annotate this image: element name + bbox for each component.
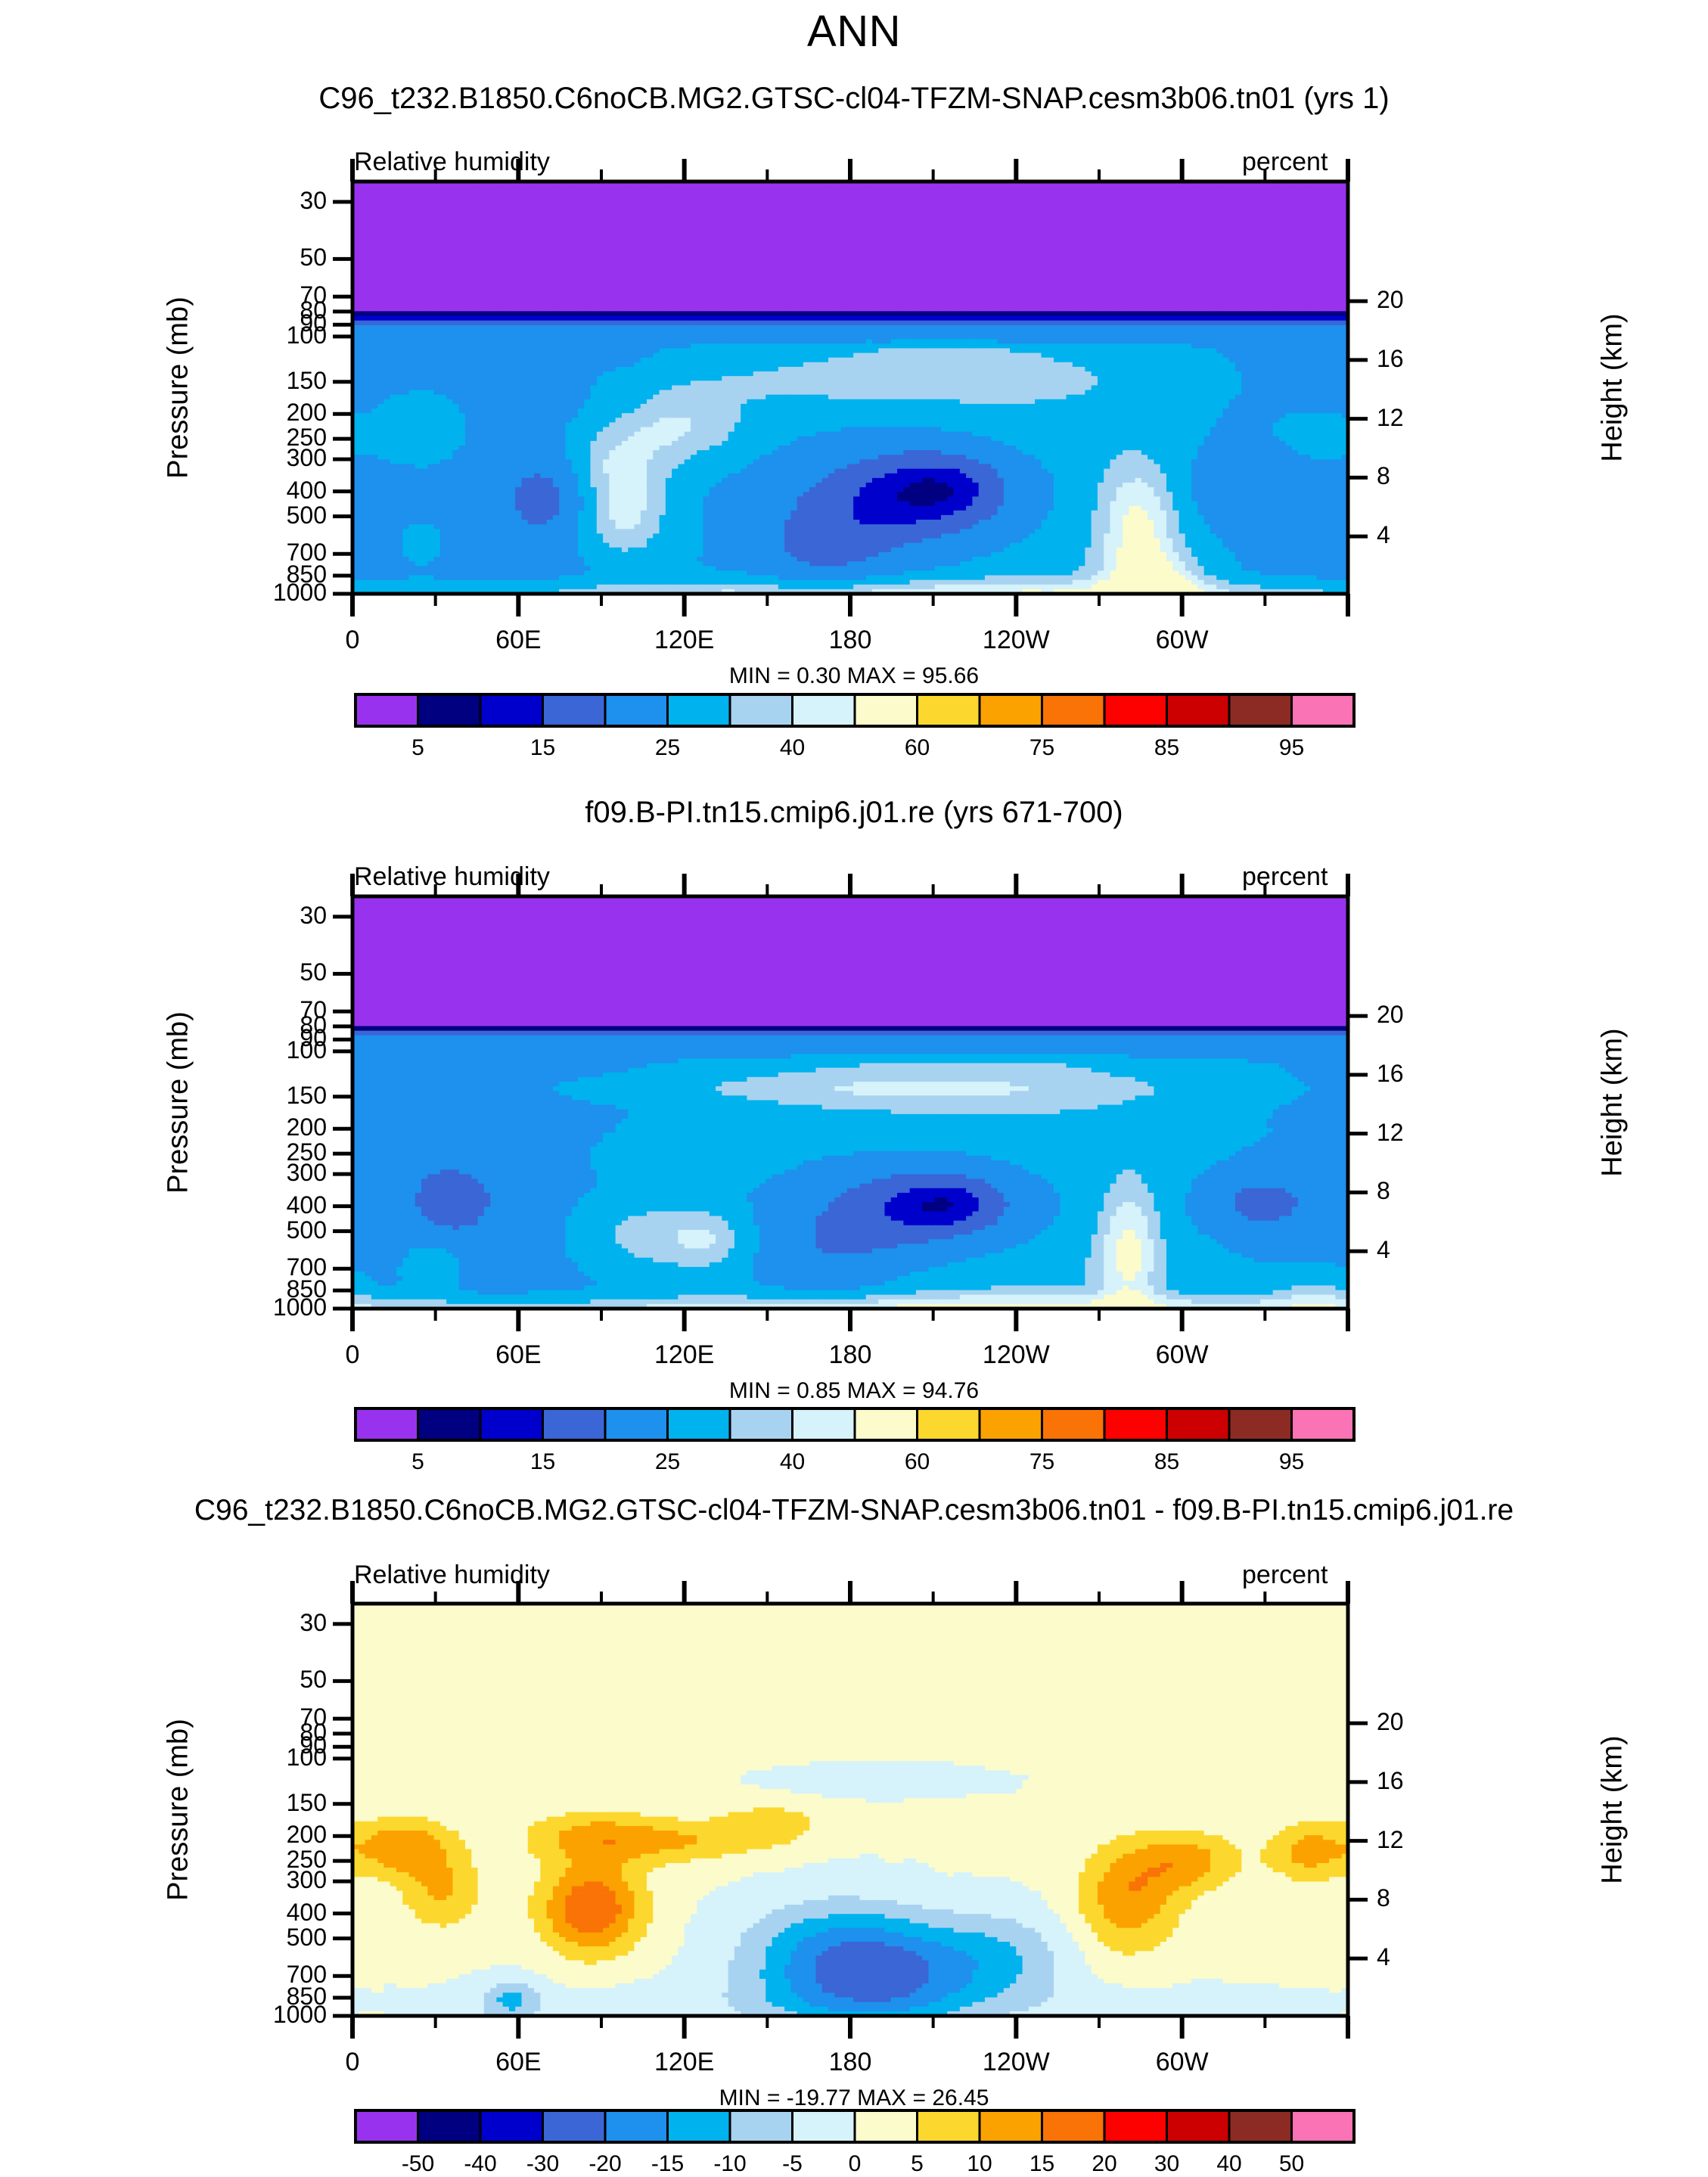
panel-3-cb-tick: 50 [1247,2151,1337,2177]
